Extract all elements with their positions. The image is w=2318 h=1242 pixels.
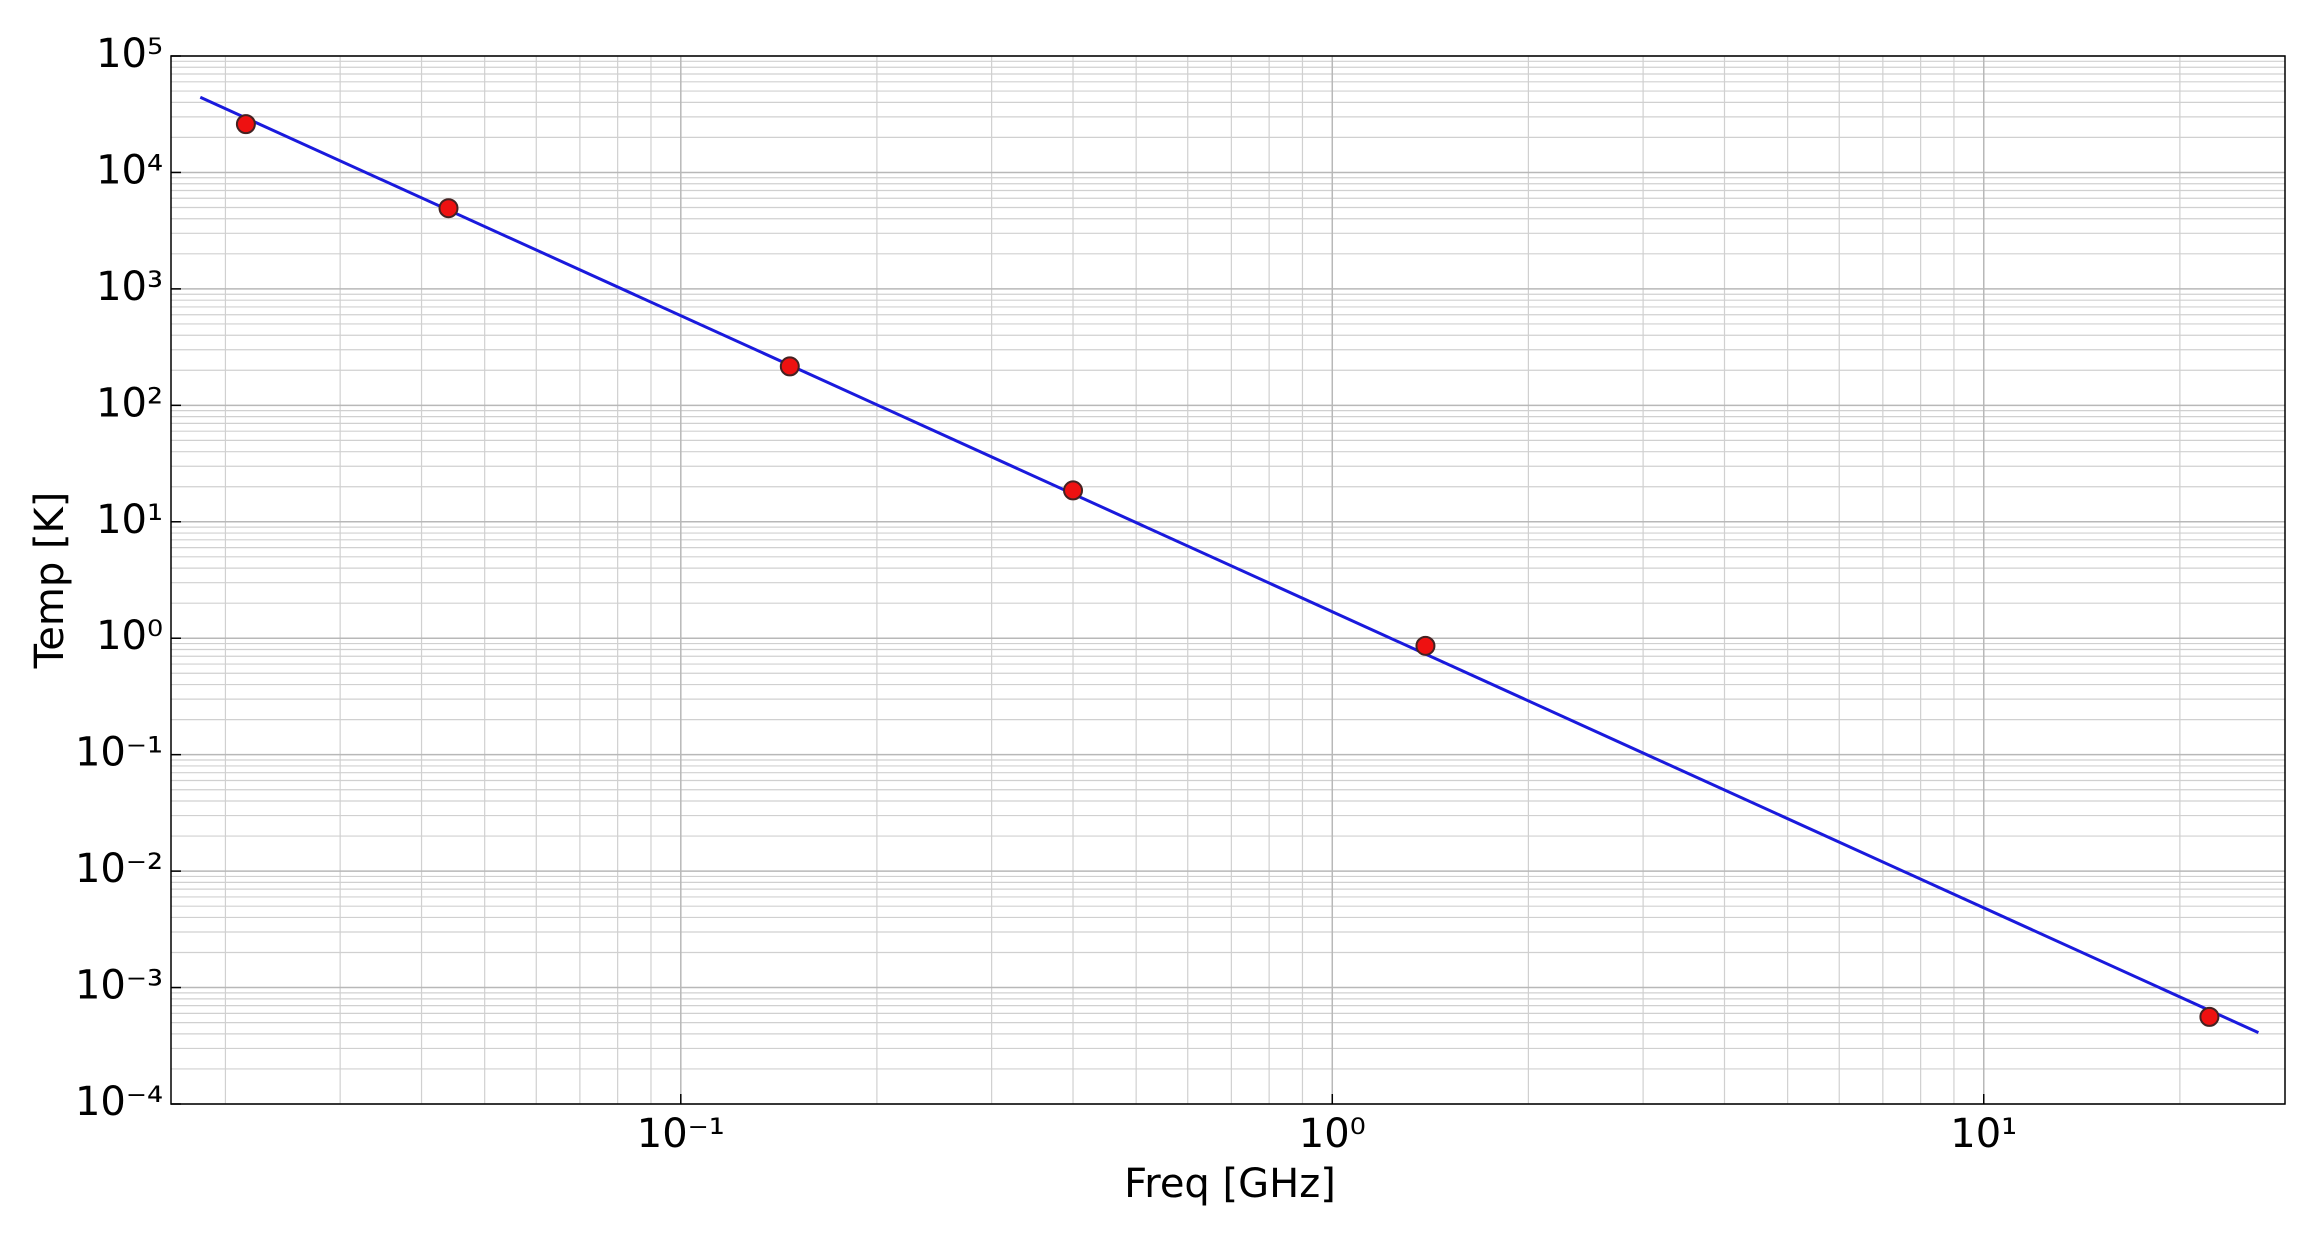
x-tick-label: 10⁰ bbox=[1299, 1111, 1366, 1157]
data-point bbox=[1415, 635, 1436, 656]
y-tick-label: 10² bbox=[96, 380, 163, 426]
marks bbox=[199, 95, 2260, 1035]
y-tick-label: 10⁻² bbox=[75, 846, 163, 892]
x-axis-label: Freq [GHz] bbox=[1124, 1161, 1336, 1207]
y-tick-label: 10¹ bbox=[96, 497, 163, 543]
y-tick-label: 10⁵ bbox=[96, 31, 163, 77]
data-point bbox=[235, 114, 256, 135]
y-tick-label: 10⁻⁴ bbox=[75, 1079, 163, 1125]
y-tick-label: 10⁰ bbox=[96, 613, 163, 659]
fit-line bbox=[199, 95, 2260, 1035]
y-tick-label: 10⁻¹ bbox=[75, 730, 163, 776]
y-tick-label: 10⁻³ bbox=[75, 963, 163, 1009]
data-point bbox=[2199, 1006, 2220, 1027]
grid bbox=[171, 55, 2285, 1105]
y-tick-label: 10⁴ bbox=[96, 147, 163, 193]
data-point bbox=[438, 198, 459, 219]
data-point bbox=[779, 356, 800, 377]
y-axis-label: Temp [K] bbox=[27, 492, 73, 670]
y-tick-label: 10³ bbox=[96, 264, 163, 310]
data-point bbox=[1063, 480, 1084, 501]
x-tick-label: 10¹ bbox=[1950, 1111, 2017, 1157]
plot-frame bbox=[170, 55, 2286, 1105]
x-tick-label: 10⁻¹ bbox=[637, 1111, 725, 1157]
